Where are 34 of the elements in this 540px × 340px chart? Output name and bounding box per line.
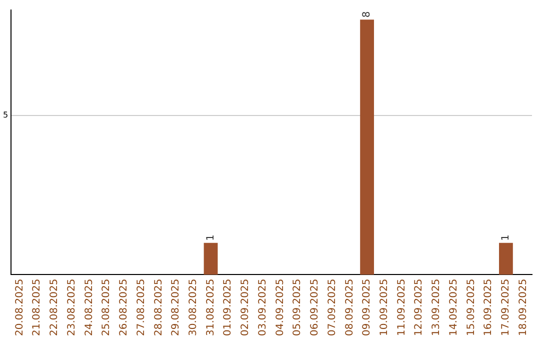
x-tick-label: 14.09.2025 [448, 278, 460, 336]
x-tick-label: 24.08.2025 [84, 278, 95, 336]
x-tick-label: 10.09.2025 [379, 278, 390, 336]
x-tick-label: 26.08.2025 [118, 278, 130, 336]
x-tick-label: 18.09.2025 [518, 278, 529, 336]
x-tick-label: 04.09.2025 [274, 278, 286, 336]
x-tick-label: 08.09.2025 [344, 278, 356, 336]
x-tick-label: 13.09.2025 [431, 278, 442, 336]
data-label: 1 [500, 234, 512, 241]
x-tick-label: 31.08.2025 [205, 278, 216, 336]
x-tick-label: 12.09.2025 [414, 278, 425, 336]
x-tick-label: 09.09.2025 [362, 278, 373, 336]
x-tick-label: 03.09.2025 [257, 278, 268, 336]
data-label: 1 [205, 234, 216, 241]
x-tick-label: 20.08.2025 [14, 278, 26, 336]
x-tick-label: 25.08.2025 [101, 278, 112, 336]
x-tick-label: 07.09.2025 [326, 278, 338, 336]
x-tick-label: 06.09.2025 [310, 278, 321, 336]
x-tick-label: 02.09.2025 [240, 278, 252, 336]
x-tick-label: 15.09.2025 [466, 278, 477, 336]
x-tick-label: 17.09.2025 [500, 278, 512, 336]
x-tick-label: 28.08.2025 [153, 278, 164, 336]
x-tick-label: 22.08.2025 [49, 278, 60, 336]
x-tick-label: 01.09.2025 [222, 278, 234, 336]
x-tick-label: 29.08.2025 [170, 278, 182, 336]
x-tick-label: 21.08.2025 [32, 278, 43, 336]
x-tick-label: 23.08.2025 [66, 278, 78, 336]
data-label: 8 [362, 11, 373, 18]
x-tick-label: 05.09.2025 [292, 278, 304, 336]
x-tick-label: 30.08.2025 [188, 278, 199, 336]
x-tick-label: 27.08.2025 [136, 278, 147, 336]
x-tick-label: 11.09.2025 [396, 278, 408, 336]
x-tick-label: 16.09.2025 [483, 278, 494, 336]
y-tick-label: 5 [2, 110, 8, 120]
